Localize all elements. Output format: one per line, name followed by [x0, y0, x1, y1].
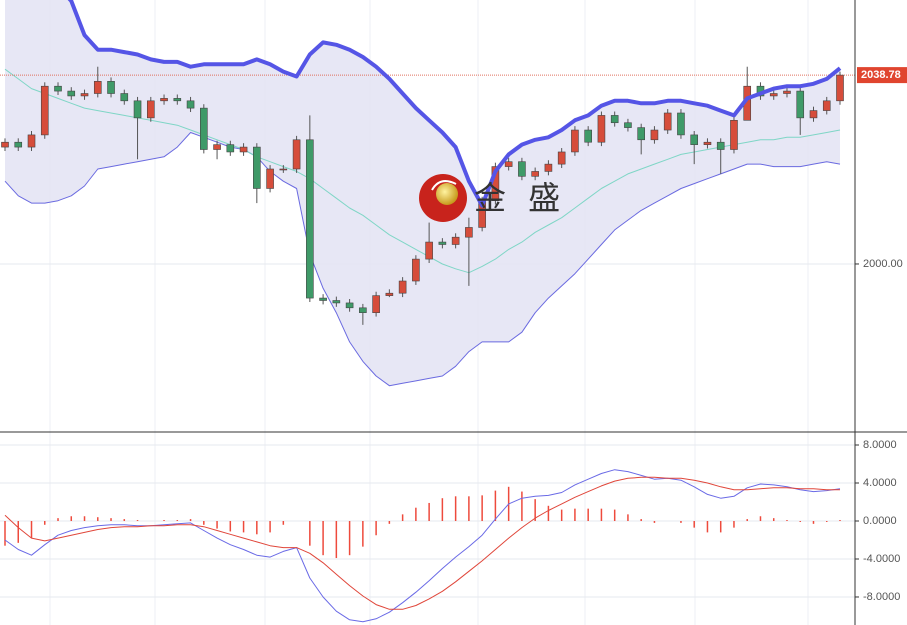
candle-body	[292, 139, 301, 170]
candle-body	[716, 141, 725, 150]
candle-body	[213, 144, 221, 150]
candle-body	[690, 134, 699, 145]
candle-body	[809, 110, 818, 119]
candle-body	[226, 144, 235, 153]
axis: 2000.00 2038.78 8.0000 4.0000 0.0000 -4.0000 -…	[855, 67, 907, 603]
y-tick-label: 2000.00	[863, 258, 903, 270]
candle-body	[663, 112, 672, 131]
candle-body	[67, 90, 76, 97]
candle-body	[584, 129, 592, 143]
candle-body	[306, 139, 314, 299]
candle-body	[730, 119, 738, 150]
candle-body	[200, 107, 208, 150]
y-tick-label: 4.0000	[863, 477, 897, 489]
last-price-box	[857, 67, 907, 84]
candle-body	[160, 98, 168, 102]
candle-body	[372, 295, 380, 313]
macd-panel	[4, 469, 841, 623]
lower-band	[4, 132, 841, 387]
upper-band	[67, 0, 842, 208]
candle-body	[146, 100, 155, 119]
candle-body	[93, 81, 102, 94]
dif-line	[4, 469, 841, 623]
y-tick-label: 8.0000	[863, 439, 897, 451]
candle-body	[1, 141, 9, 148]
candle-body	[518, 161, 526, 177]
logo: 金 盛	[419, 174, 566, 222]
candle-body	[54, 85, 62, 92]
y-tick-label: 0.0000	[863, 515, 897, 527]
candle-body	[385, 292, 394, 296]
candle-body	[769, 93, 778, 97]
candle-body	[438, 241, 447, 245]
y-tick-label: -8.0000	[863, 591, 900, 603]
candle-body	[531, 171, 539, 177]
candle-body	[186, 100, 195, 109]
candle-body	[14, 141, 23, 148]
candle-body	[40, 85, 49, 136]
candle-body	[504, 161, 513, 167]
candle-body	[425, 241, 433, 260]
candle-body	[677, 112, 685, 136]
candle-body	[637, 127, 645, 141]
candle-body	[398, 280, 407, 294]
candle-body	[120, 93, 129, 102]
candle-body	[239, 146, 248, 153]
candle-body	[465, 227, 473, 238]
candle-body	[571, 129, 579, 153]
candle-body	[279, 168, 288, 171]
candle-body	[173, 98, 182, 102]
candle-body	[557, 151, 566, 165]
candle-body	[412, 258, 420, 282]
candle-body	[650, 129, 659, 141]
y-tick-label: -4.0000	[863, 553, 900, 565]
candle-body	[133, 100, 142, 119]
candle-body	[783, 90, 791, 94]
candle-body	[345, 302, 354, 309]
candle-body	[703, 141, 712, 145]
candle-body	[80, 93, 89, 97]
middle-band	[4, 68, 841, 274]
watermark: 金 盛	[474, 179, 566, 217]
last-price-label: 2038.78	[861, 69, 901, 81]
candle-body	[610, 115, 619, 124]
candle-body	[319, 297, 327, 301]
candle-body	[27, 134, 36, 148]
candle-body	[544, 163, 553, 172]
candle-body	[597, 115, 606, 143]
dea-line	[4, 476, 840, 610]
candle-body	[836, 74, 844, 102]
candle-body	[332, 300, 341, 304]
candle-body	[796, 90, 805, 119]
candle-body	[359, 307, 367, 313]
candle-body	[107, 81, 115, 94]
candle-body	[451, 236, 460, 245]
candle-body	[266, 168, 274, 189]
candle-body	[822, 100, 831, 111]
logo-coin	[436, 183, 458, 205]
candle-body	[624, 122, 632, 128]
logo-swirl	[431, 180, 457, 191]
candle-body	[253, 146, 261, 189]
